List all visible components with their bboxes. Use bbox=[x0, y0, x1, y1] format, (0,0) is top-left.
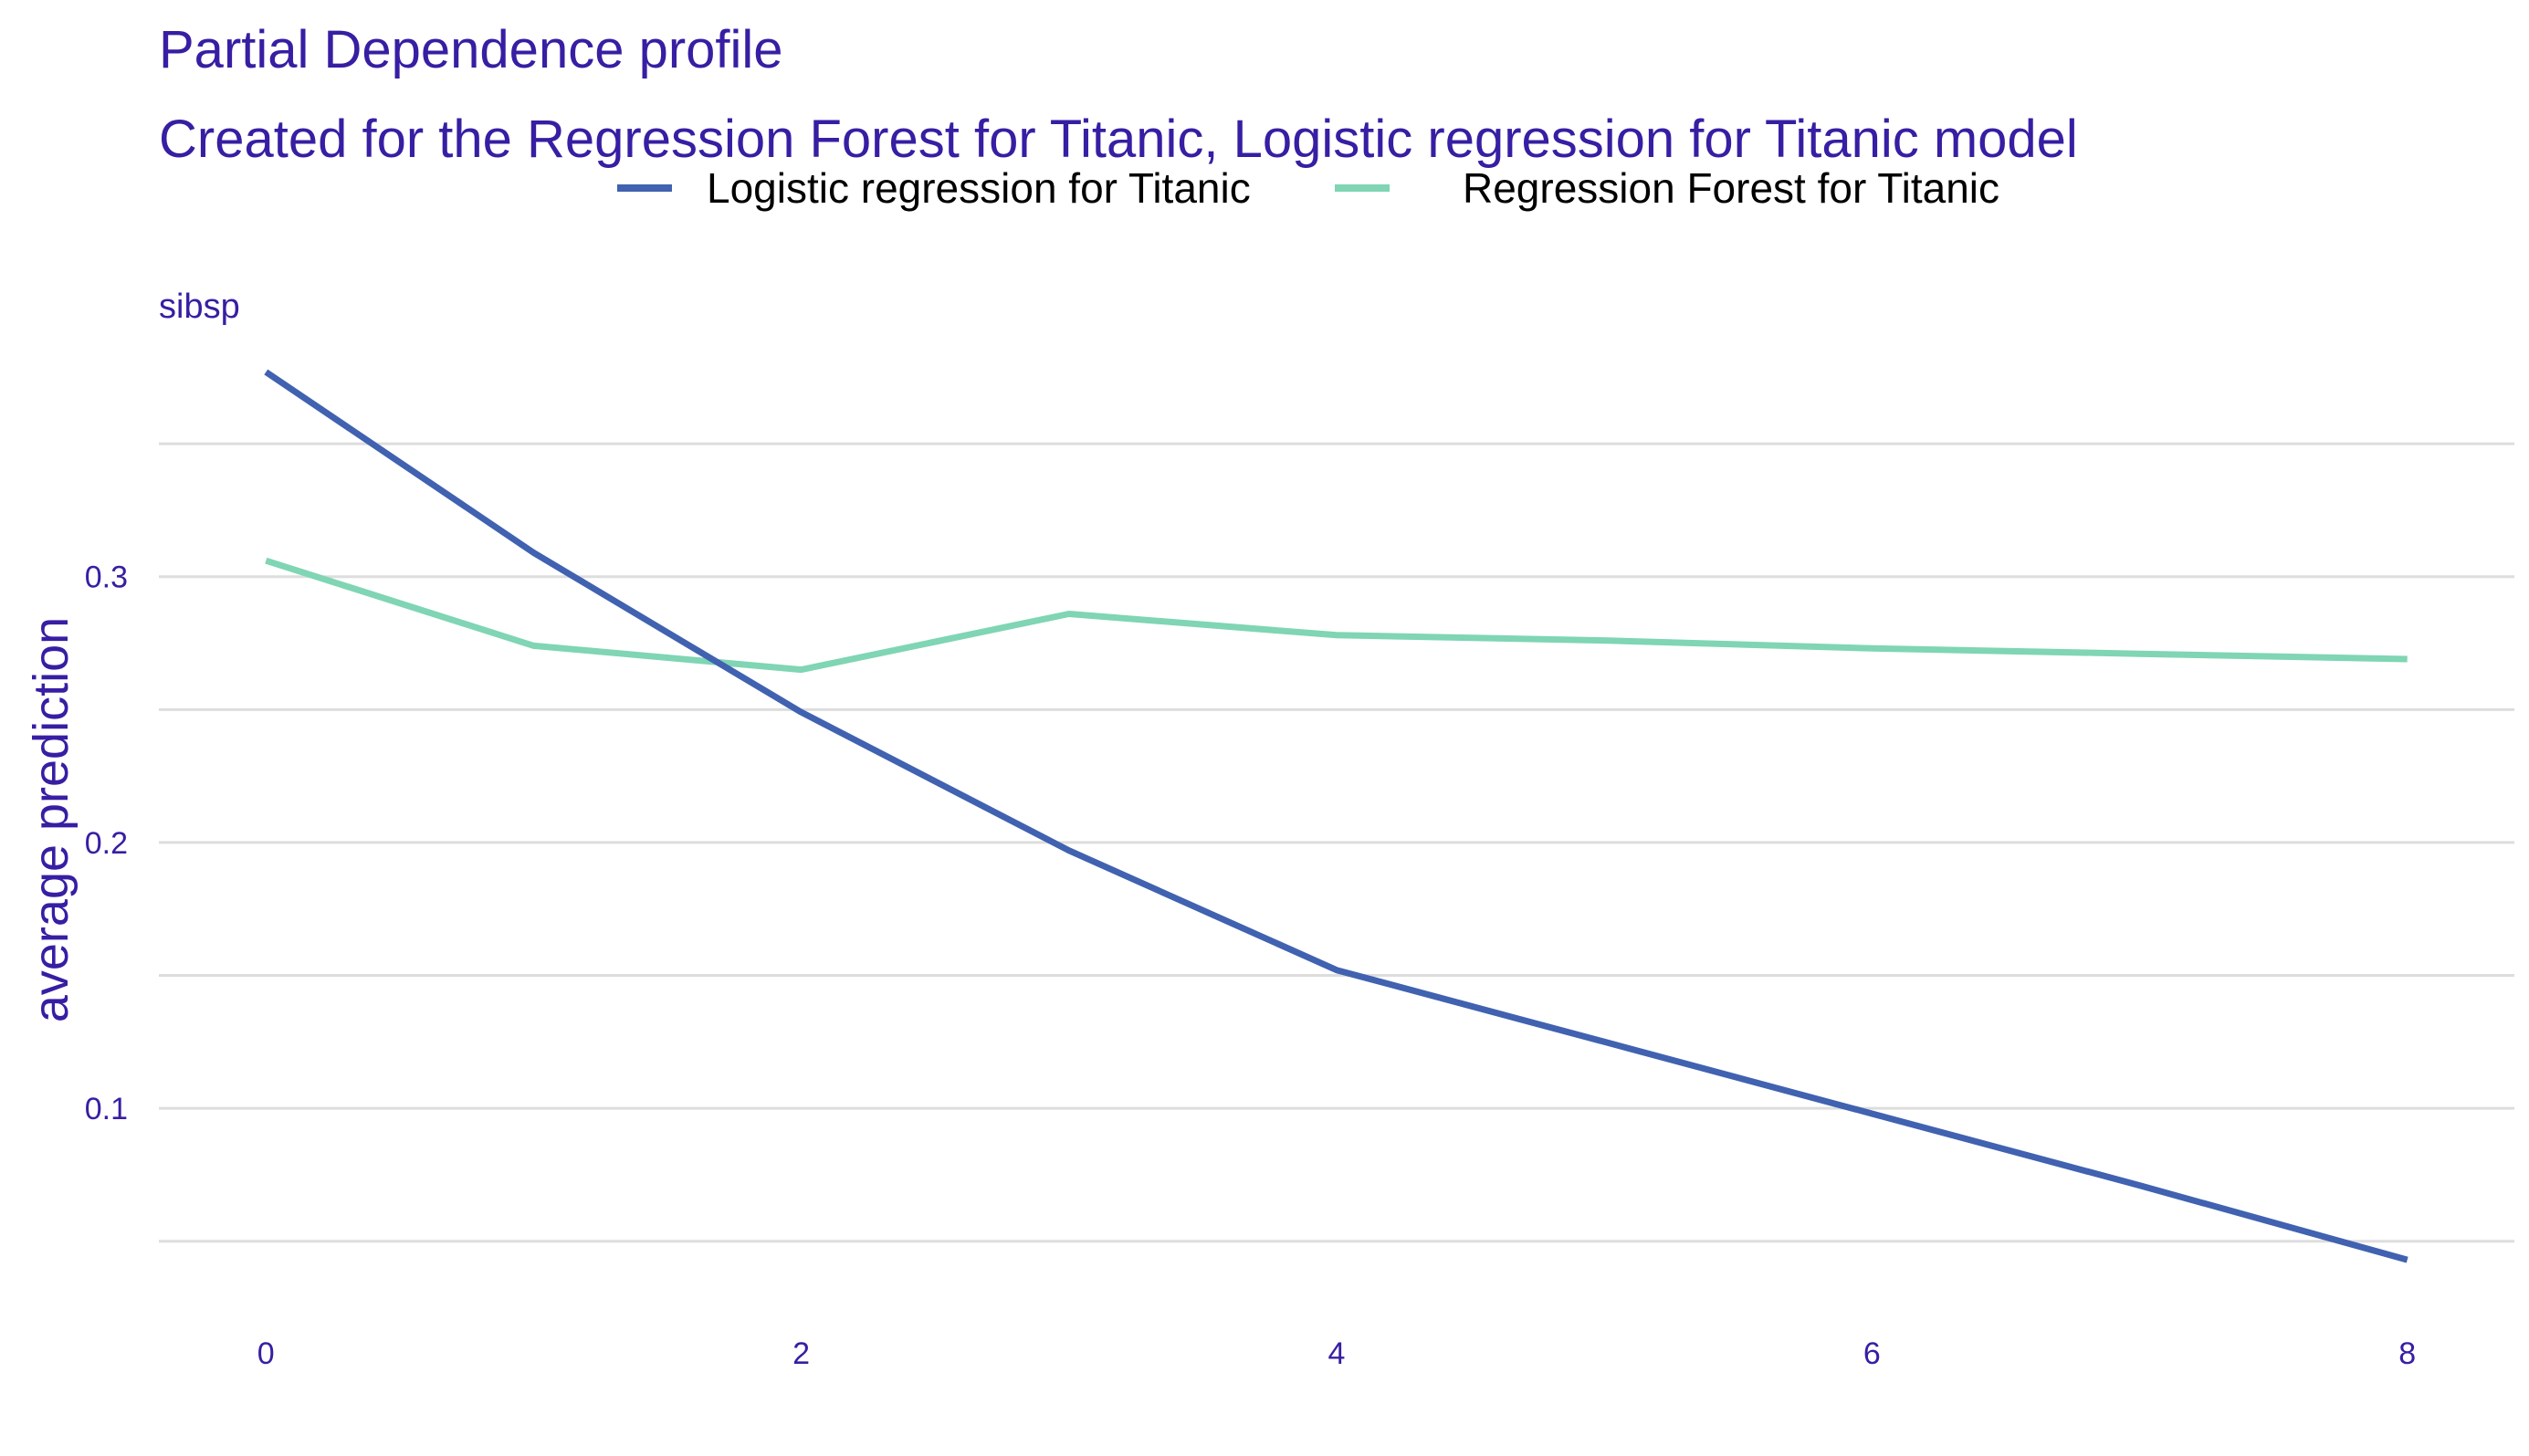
y-axis-label: average prediction bbox=[24, 617, 79, 1022]
legend-label-regression-forest: Regression Forest for Titanic bbox=[1463, 164, 1999, 212]
chart-title: Partial Dependence profile bbox=[159, 20, 783, 79]
x-tick-label-2: 4 bbox=[1328, 1336, 1346, 1371]
x-tick-label-4: 8 bbox=[2398, 1336, 2416, 1371]
y-tick-label-1: 0.2 bbox=[85, 826, 128, 861]
y-tick-label-0: 0.1 bbox=[85, 1092, 128, 1126]
facet-label: sibsp bbox=[159, 288, 240, 326]
x-tick-label-3: 6 bbox=[1863, 1336, 1881, 1371]
x-tick-label-1: 2 bbox=[792, 1336, 810, 1371]
x-tick-labels: 0 2 4 6 8 bbox=[257, 1336, 2416, 1371]
y-tick-label-2: 0.3 bbox=[85, 560, 128, 595]
x-tick-label-0: 0 bbox=[257, 1336, 275, 1371]
series-lines bbox=[264, 369, 2408, 1263]
series-line-regression-forest bbox=[265, 557, 2408, 674]
grid-lines bbox=[159, 442, 2514, 1243]
legend-label-logistic-regression: Logistic regression for Titanic bbox=[707, 164, 1251, 212]
y-tick-labels: 0.1 0.2 0.3 bbox=[85, 560, 128, 1126]
legend: Logistic regression for Titanic Regressi… bbox=[617, 164, 1999, 212]
chart-subtitle: Created for the Regression Forest for Ti… bbox=[159, 110, 2078, 169]
series-line-logistic-regression bbox=[264, 369, 2408, 1263]
